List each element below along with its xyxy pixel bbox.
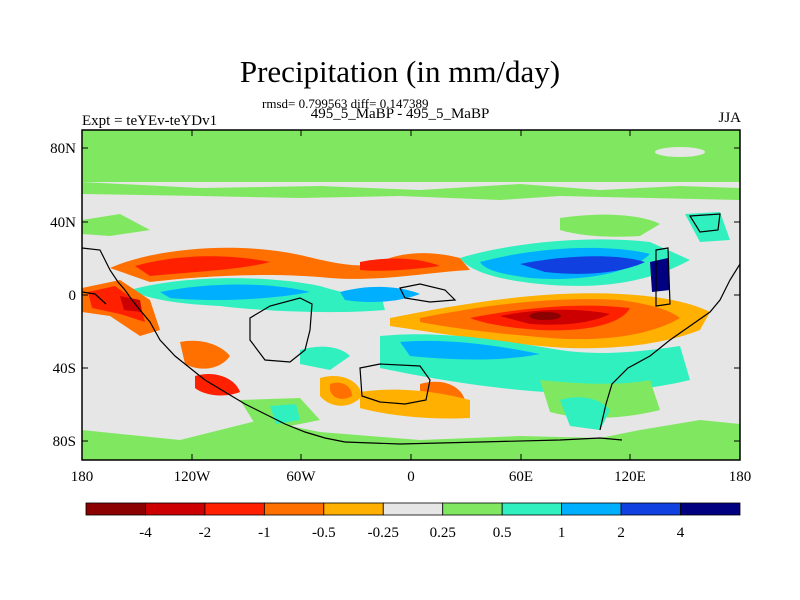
lon-tick-180e: 180 xyxy=(729,469,752,485)
lon-axis: 180 120W 60W 0 60E 120E 180 xyxy=(71,130,752,485)
colorbar-swatch xyxy=(263,502,325,516)
colorbar-swatch xyxy=(620,502,681,516)
map-panel xyxy=(81,129,741,461)
ntropical-dry-core-2 xyxy=(360,258,440,271)
experiment-label: Expt = teYEv-teYDv1 xyxy=(82,113,218,129)
lat-axis: 80N 40N 0 40S 80S xyxy=(50,141,740,450)
coast-central-america xyxy=(82,291,107,305)
map-title: Precipitation (in mm/day) xyxy=(239,54,561,89)
coastlines xyxy=(82,213,740,445)
lat-tick-40n: 40N xyxy=(50,215,76,231)
lon-tick-60w: 60W xyxy=(286,469,316,485)
s-polar-wet-1 xyxy=(270,404,300,424)
colorbar-label: -0.25 xyxy=(368,525,399,541)
s-polar-wet-2 xyxy=(560,397,610,430)
coast-island-arc xyxy=(655,247,671,307)
coast-antarctica xyxy=(344,437,623,445)
colorbar-label: -1 xyxy=(258,525,271,541)
colorbar-swatch xyxy=(680,502,741,516)
eq-pacific-wet-core xyxy=(160,284,310,300)
lat-tick-80s: 80S xyxy=(53,434,76,450)
lon-tick-180w: 180 xyxy=(71,469,94,485)
colorbar-swatch xyxy=(145,502,206,516)
east-pacific-dry-core xyxy=(88,286,145,322)
coast-africa-south xyxy=(359,363,431,405)
lon-tick-60e: 60E xyxy=(509,469,533,485)
colorbar-label: -4 xyxy=(139,525,152,541)
lat-tick-0: 0 xyxy=(69,288,77,304)
arctic-band-edge xyxy=(82,182,740,200)
coast-australia-asia xyxy=(599,263,740,431)
lat-tick-80n: 80N xyxy=(50,141,76,157)
nsubtropical-wet-peak xyxy=(650,258,670,292)
colorbar-swatch xyxy=(561,502,622,516)
colorbar-label: 0.25 xyxy=(430,525,456,541)
s-africa-dry-band xyxy=(360,389,470,419)
colorbar-swatch xyxy=(323,502,384,516)
nsubtropical-wet-core xyxy=(520,256,645,274)
lon-tick-120w: 120W xyxy=(174,469,212,485)
colorbar-label: 0.5 xyxy=(493,525,512,541)
coast-north-africa xyxy=(399,283,457,303)
colorbar-label: 1 xyxy=(558,525,566,541)
colorbar-label: 2 xyxy=(617,525,625,541)
eq-atlantic-wet xyxy=(340,286,420,302)
colorbar-swatch xyxy=(442,502,503,516)
southern-ocean-band xyxy=(82,420,740,460)
ntropical-dry-core xyxy=(135,256,270,276)
s-pacific-dry-2 xyxy=(195,373,240,396)
colorbar-label: 4 xyxy=(677,525,685,541)
ntropical-dry-band xyxy=(110,247,470,282)
colorbar: -4 -2 -1 -0.5 -0.25 0.25 0.5 1 2 4 xyxy=(85,502,741,541)
season-label: JJA xyxy=(718,110,741,126)
s-atlantic-dry-core xyxy=(330,382,352,399)
colorbar-label: -2 xyxy=(199,525,212,541)
precip-contours xyxy=(82,130,740,460)
coast-south-america xyxy=(249,297,313,363)
s-pacific-dry-1 xyxy=(180,340,230,369)
colorbar-swatch xyxy=(204,502,265,516)
n-midlat-moist-2 xyxy=(560,214,660,237)
colorbar-swatch xyxy=(501,502,563,516)
arctic-gap xyxy=(655,147,705,157)
n-midlat-moist-1 xyxy=(82,214,150,236)
colorbar-label: -0.5 xyxy=(312,525,336,541)
s-atlantic-wet xyxy=(300,346,350,370)
lon-tick-0: 0 xyxy=(407,469,415,485)
coast-americas xyxy=(82,247,346,443)
rmsd-diff-stats: rmsd= 0.799563 diff= 0.147389 xyxy=(262,96,429,111)
lon-tick-120e: 120E xyxy=(614,469,646,485)
colorbar-swatch xyxy=(382,502,444,516)
s-wet-core xyxy=(400,340,540,360)
colorbar-swatch xyxy=(85,502,146,516)
eq-dry-band-peak xyxy=(529,312,561,320)
map-subtitle: 495_5_MaBP - 495_5_MaBP xyxy=(310,106,490,122)
east-pacific-dry-peak xyxy=(120,296,142,312)
lat-tick-40s: 40S xyxy=(53,361,76,377)
arctic-band xyxy=(82,130,740,182)
coast-japan xyxy=(688,213,721,233)
